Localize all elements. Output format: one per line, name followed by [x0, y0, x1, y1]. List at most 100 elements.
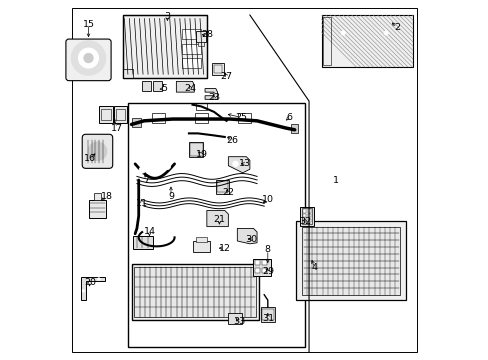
- Bar: [228, 313, 242, 324]
- Bar: [116, 109, 125, 121]
- Bar: [321, 15, 412, 67]
- Text: 27: 27: [220, 72, 232, 81]
- Circle shape: [164, 163, 170, 170]
- Text: 1: 1: [332, 176, 338, 185]
- Bar: [134, 267, 255, 317]
- Text: 18: 18: [100, 192, 112, 201]
- Bar: [301, 226, 400, 295]
- Bar: [88, 200, 106, 218]
- Polygon shape: [81, 277, 104, 300]
- Bar: [301, 208, 312, 224]
- Circle shape: [383, 31, 387, 35]
- Bar: [215, 180, 229, 194]
- Bar: [262, 260, 266, 265]
- Circle shape: [82, 289, 85, 292]
- Text: 16: 16: [84, 154, 96, 163]
- Circle shape: [340, 31, 345, 35]
- Bar: [182, 44, 201, 54]
- Text: 12: 12: [218, 244, 230, 253]
- Text: 26: 26: [225, 136, 238, 145]
- Polygon shape: [228, 157, 249, 173]
- Bar: [262, 309, 273, 320]
- Bar: [153, 81, 162, 91]
- Text: 5: 5: [161, 84, 166, 93]
- Bar: [101, 109, 110, 121]
- Text: 8: 8: [264, 246, 270, 255]
- Bar: [307, 214, 310, 217]
- Bar: [302, 219, 305, 222]
- Circle shape: [78, 48, 99, 68]
- Bar: [142, 81, 151, 91]
- Bar: [198, 42, 203, 45]
- Bar: [192, 241, 210, 252]
- Bar: [182, 30, 201, 40]
- Text: 29: 29: [261, 267, 273, 276]
- Bar: [238, 113, 250, 123]
- Circle shape: [97, 278, 100, 280]
- Bar: [212, 63, 223, 75]
- Bar: [122, 69, 133, 78]
- Text: 3: 3: [164, 12, 170, 21]
- Bar: [302, 210, 305, 213]
- Text: 25: 25: [234, 113, 246, 122]
- Bar: [254, 267, 260, 273]
- Bar: [131, 118, 140, 127]
- Text: 4: 4: [311, 264, 317, 273]
- Text: 28: 28: [201, 30, 212, 39]
- Text: 9: 9: [168, 192, 174, 201]
- Text: 22: 22: [222, 188, 234, 197]
- Bar: [122, 15, 206, 78]
- Bar: [99, 107, 113, 123]
- Bar: [323, 17, 330, 65]
- Bar: [133, 235, 153, 249]
- Text: 2: 2: [393, 23, 399, 32]
- Bar: [122, 15, 206, 78]
- Text: 15: 15: [82, 19, 94, 28]
- Text: 32: 32: [299, 217, 311, 226]
- Bar: [94, 193, 101, 201]
- Circle shape: [71, 41, 105, 75]
- Bar: [213, 65, 222, 73]
- Bar: [128, 103, 305, 347]
- Bar: [196, 103, 206, 110]
- Bar: [302, 214, 305, 217]
- Bar: [196, 237, 206, 242]
- FancyBboxPatch shape: [82, 134, 112, 168]
- Bar: [307, 219, 310, 222]
- Text: 17: 17: [111, 123, 123, 132]
- Text: 33: 33: [232, 317, 245, 326]
- FancyBboxPatch shape: [66, 39, 111, 81]
- Bar: [260, 307, 274, 321]
- Text: 14: 14: [143, 228, 155, 237]
- Circle shape: [88, 142, 107, 161]
- Text: 24: 24: [184, 84, 196, 93]
- Circle shape: [139, 167, 145, 173]
- Bar: [262, 267, 266, 273]
- Polygon shape: [237, 228, 257, 244]
- Text: 6: 6: [286, 113, 292, 122]
- Bar: [182, 58, 201, 68]
- Text: 7: 7: [142, 176, 148, 185]
- Text: 30: 30: [245, 235, 257, 244]
- Bar: [307, 210, 310, 213]
- Polygon shape: [206, 211, 228, 226]
- Bar: [296, 221, 405, 300]
- Circle shape: [153, 165, 160, 172]
- Bar: [217, 181, 227, 192]
- Text: 31: 31: [261, 314, 273, 323]
- Bar: [254, 260, 260, 265]
- Bar: [113, 107, 127, 123]
- Text: 13: 13: [238, 159, 250, 168]
- Text: 19: 19: [195, 150, 207, 159]
- Bar: [290, 125, 297, 134]
- Circle shape: [83, 53, 93, 63]
- Text: 20: 20: [84, 278, 96, 287]
- Text: 11: 11: [136, 199, 148, 208]
- Text: 23: 23: [207, 93, 220, 102]
- Bar: [152, 113, 164, 123]
- Bar: [253, 259, 270, 276]
- Bar: [189, 143, 202, 156]
- Polygon shape: [176, 81, 194, 92]
- Polygon shape: [204, 89, 217, 99]
- Bar: [300, 207, 313, 226]
